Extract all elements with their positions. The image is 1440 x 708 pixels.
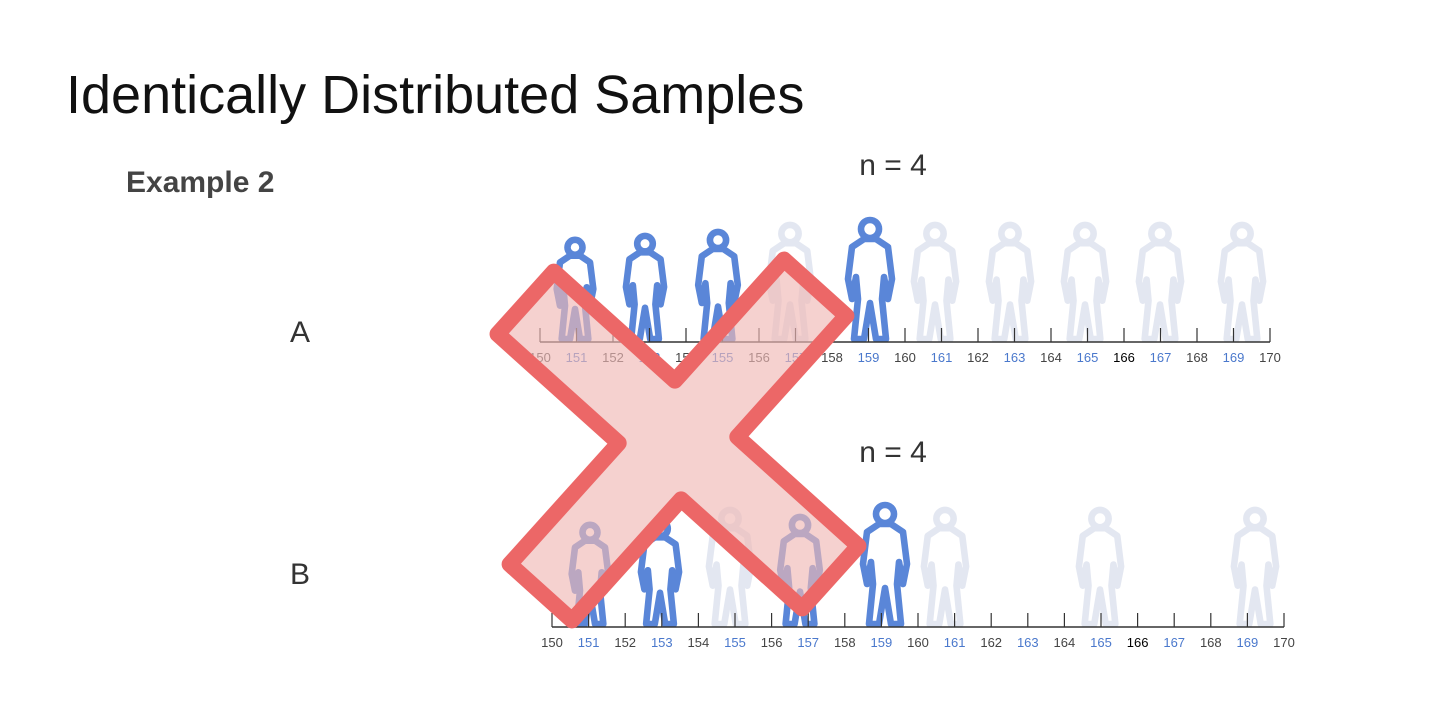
person-head — [857, 216, 883, 242]
tick-label: 154 — [688, 635, 710, 650]
tick-label: 167 — [1150, 350, 1172, 365]
person-body — [859, 520, 911, 628]
person-body — [637, 534, 683, 628]
tick-label: 168 — [1186, 350, 1208, 365]
person-body — [1230, 524, 1280, 628]
person-head — [1088, 506, 1112, 531]
tick-label: 170 — [1273, 635, 1295, 650]
person-head — [706, 228, 730, 252]
tick-label: 161 — [944, 635, 966, 650]
tick-label: 163 — [1004, 350, 1026, 365]
title: Identically Distributed Samples — [66, 65, 804, 125]
person-icon — [1135, 221, 1185, 343]
tick-label: 168 — [1200, 635, 1222, 650]
tick-label: 166 — [1113, 350, 1135, 365]
person-head — [998, 221, 1022, 246]
tick-label: 164 — [1054, 635, 1076, 650]
tick-label: 156 — [761, 635, 783, 650]
person-head — [923, 221, 947, 246]
tick-label: 153 — [651, 635, 673, 650]
person-icon — [1060, 221, 1110, 343]
tick-label: 161 — [931, 350, 953, 365]
tick-label: 160 — [907, 635, 929, 650]
sample-size: n = 4 — [859, 149, 927, 182]
person-body — [1060, 239, 1110, 343]
person-head — [1073, 221, 1097, 246]
person-body — [1217, 239, 1267, 343]
person-head — [778, 221, 802, 246]
person-icon — [920, 506, 970, 628]
person-body — [1075, 524, 1125, 628]
person-icon — [1230, 506, 1280, 628]
tick-label: 167 — [1163, 635, 1185, 650]
tick-label: 165 — [1077, 350, 1099, 365]
person-head — [1243, 506, 1267, 531]
tick-label: 157 — [797, 635, 819, 650]
tick-label: 169 — [1223, 350, 1245, 365]
tick-label: 164 — [1040, 350, 1062, 365]
tick-label: 152 — [614, 635, 636, 650]
person-head — [1148, 221, 1172, 246]
tick-label: 151 — [578, 635, 600, 650]
tick-label: 159 — [858, 350, 880, 365]
person-body — [920, 524, 970, 628]
person-icon — [1075, 506, 1125, 628]
tick-label: 162 — [967, 350, 989, 365]
person-icon — [910, 221, 960, 343]
tick-label: 159 — [871, 635, 893, 650]
person-head — [1230, 221, 1254, 246]
tick-label: 162 — [980, 635, 1002, 650]
subtitle: Example 2 — [126, 166, 274, 199]
tick-label: 158 — [834, 635, 856, 650]
red-x — [489, 251, 867, 629]
person-head — [872, 501, 898, 527]
person-icon — [859, 501, 911, 628]
person-body — [1135, 239, 1185, 343]
person-head — [933, 506, 957, 531]
tick-label: 163 — [1017, 635, 1039, 650]
tick-label: 155 — [724, 635, 746, 650]
tick-label: 166 — [1127, 635, 1149, 650]
row-label: A — [290, 316, 310, 349]
tick-label: 158 — [821, 350, 843, 365]
tick-label: 165 — [1090, 635, 1112, 650]
row-label: B — [290, 558, 310, 591]
tick-label: 169 — [1237, 635, 1259, 650]
person-body — [622, 249, 668, 343]
person-icon — [622, 232, 668, 343]
person-body — [910, 239, 960, 343]
person-icon — [844, 216, 896, 343]
person-icon — [1217, 221, 1267, 343]
content: An = 4 150 151 152 153 154 155 156 157 158 159 160 1… — [290, 149, 1295, 650]
cross-mark — [489, 251, 867, 629]
person-icon — [985, 221, 1035, 343]
tick-label: 150 — [541, 635, 563, 650]
tick-label: 170 — [1259, 350, 1281, 365]
person-body — [844, 235, 896, 343]
person-body — [985, 239, 1035, 343]
tick-label: 160 — [894, 350, 916, 365]
sample-size: n = 4 — [859, 436, 927, 469]
